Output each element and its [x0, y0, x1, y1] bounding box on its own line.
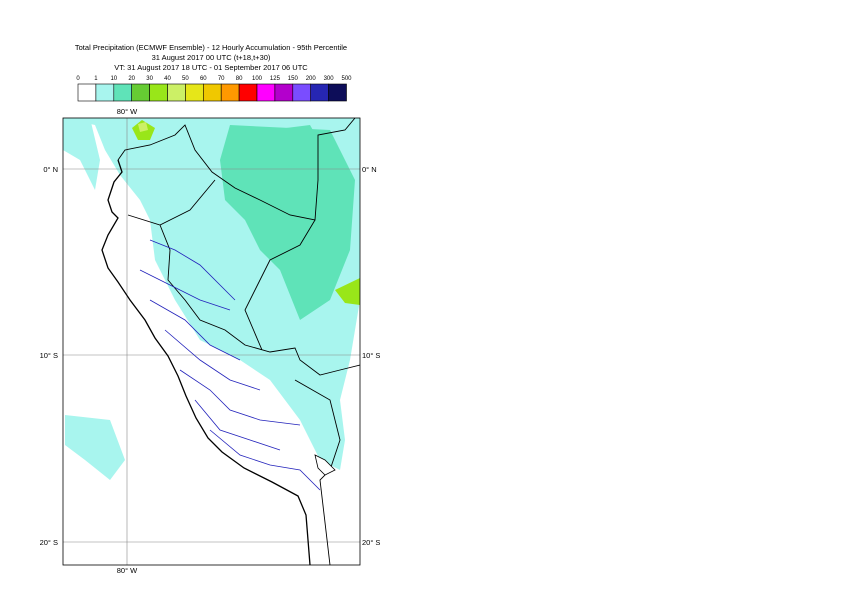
title-line: 31 August 2017 00 UTC (t+18,t+30) [152, 53, 271, 62]
map [63, 118, 360, 565]
border [127, 179, 360, 565]
legend-swatch [203, 83, 222, 102]
legend-label: 125 [270, 76, 281, 82]
lake [314, 454, 336, 476]
precip-area [220, 125, 355, 320]
legend-label: 300 [324, 76, 335, 82]
legend-label: 70 [218, 76, 225, 82]
latitude-label: 0° N [362, 165, 377, 174]
legend-label: 10 [110, 76, 117, 82]
longitude-label: 80° W [117, 107, 138, 116]
longitude-label: 80° W [117, 566, 138, 575]
title-line: VT: 31 August 2017 18 UTC - 01 September… [114, 63, 308, 72]
region-border [139, 239, 321, 491]
map-frame [62, 117, 361, 566]
legend-swatch [238, 83, 258, 102]
legend-swatch [149, 83, 168, 102]
coastline [101, 159, 311, 565]
latitude-label: 20° S [40, 538, 58, 547]
legend-label: 100 [252, 76, 263, 82]
legend-label: 1 [94, 76, 98, 82]
legend-label: 80 [236, 76, 243, 82]
legend-label: 500 [341, 76, 352, 82]
legend-swatch [310, 83, 329, 102]
graticule [63, 118, 360, 565]
color-legend: 0 1 10 20 30 40 50 60 70 80 100 125 150 200 300 500 [76, 76, 352, 102]
border [117, 118, 356, 221]
legend-swatch [131, 83, 150, 102]
legend-label: 50 [182, 76, 189, 82]
legend-label: 0 [76, 76, 80, 82]
legend-swatch [77, 83, 97, 102]
legend-label: 150 [288, 76, 299, 82]
title-line: Total Precipitation (ECMWF Ensemble) - 1… [75, 43, 347, 52]
legend-swatch [113, 83, 133, 102]
legend-swatch [256, 83, 276, 102]
legend-label: 30 [146, 76, 153, 82]
legend-label: 40 [164, 76, 171, 82]
precip-area [335, 278, 360, 305]
legend-swatch [167, 83, 186, 102]
legend-label: 60 [200, 76, 207, 82]
legend-swatch [220, 83, 240, 102]
precip-area [270, 125, 330, 170]
legend-label: 200 [306, 76, 317, 82]
precip-area [63, 118, 100, 190]
precip-area [65, 415, 125, 480]
latitude-label: 0° N [43, 165, 58, 174]
legend-swatch [274, 83, 294, 102]
latitude-label: 10° S [362, 351, 380, 360]
legend-label: 20 [128, 76, 135, 82]
latitude-label: 10° S [40, 351, 58, 360]
legend-swatch [95, 83, 115, 102]
legend-swatch [185, 83, 204, 102]
precip-area [138, 122, 148, 132]
legend-swatch [292, 83, 311, 102]
legend-swatch [328, 83, 347, 102]
latitude-label: 20° S [362, 538, 380, 547]
